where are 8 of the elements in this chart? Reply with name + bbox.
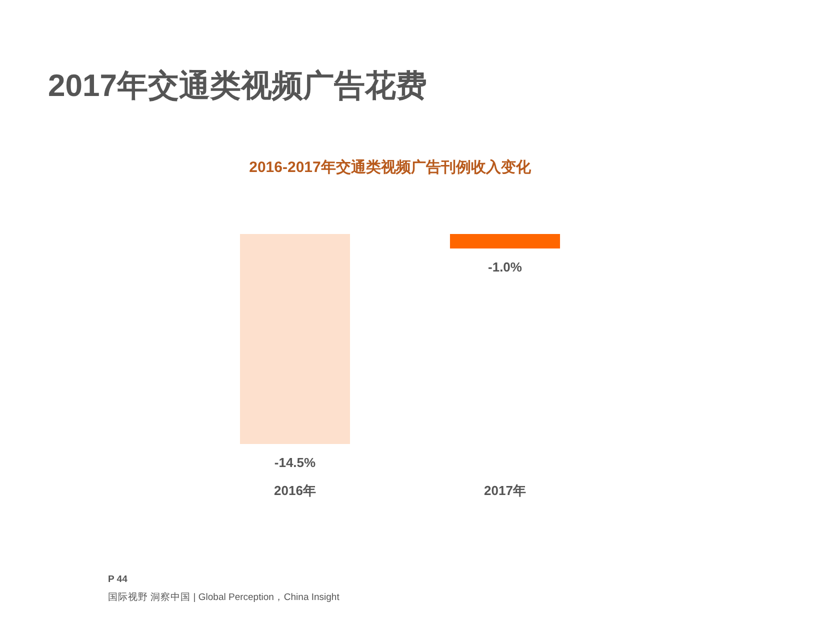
annotation: P 44: [108, 574, 128, 585]
subtitle: 2016-2017年交通类视频广告刊例收入变化: [249, 159, 531, 176]
category-label: 2016年: [274, 483, 316, 498]
value-label: -14.5%: [274, 455, 316, 470]
title: 2017年交通类视频广告花费: [48, 68, 427, 103]
annotation: 国际视野 洞察中国 | Global Perception，China Insight: [108, 592, 340, 603]
value-label: -1.0%: [488, 259, 522, 274]
category-label: 2017年: [484, 483, 526, 498]
